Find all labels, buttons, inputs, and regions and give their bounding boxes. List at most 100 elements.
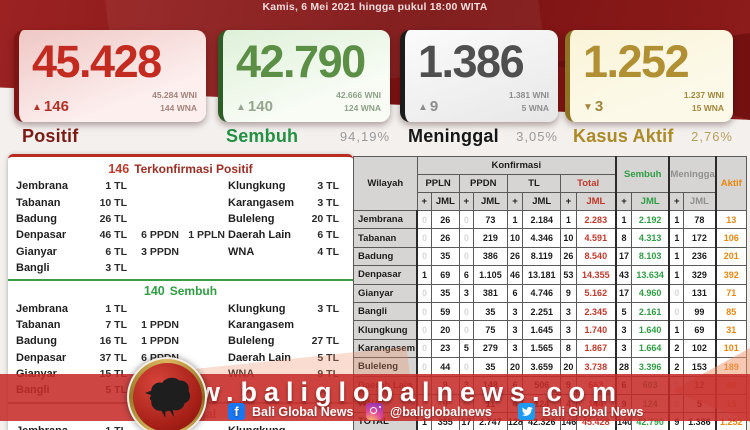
region-name: WNA <box>228 245 255 258</box>
breakdown-title: Sembuh <box>169 284 218 299</box>
col-konfirmasi: Konfirmasi <box>416 156 617 175</box>
col-sembuh: Sembuh <box>615 156 670 193</box>
table-cell: 43 <box>615 265 632 285</box>
table-row: Denpasar 1 69 6 1.105 46 13.181 53 14.355 43 13.63… <box>353 265 747 285</box>
table-cell: 1.640 <box>630 320 670 340</box>
table-cell: 53 <box>560 265 577 285</box>
table-cell: 0 <box>458 357 475 377</box>
table-cell: 23 <box>430 338 460 359</box>
up-triangle-icon: ▲ <box>236 102 246 113</box>
table-row: Tabanan 0 26 0 219 10 4.346 10 4.591 8 4.313 1 172 10… <box>353 228 747 248</box>
table-cell: 0 <box>416 246 432 267</box>
region-value: 6 TL <box>105 245 127 258</box>
table-cell: 3 <box>506 320 524 340</box>
region-value: 7 TL <box>105 318 127 331</box>
col-plus: + <box>416 192 432 211</box>
col-plus: + <box>668 192 685 211</box>
table-region-cell: Tabanan <box>353 228 419 248</box>
region-name: Jembrana <box>16 180 68 193</box>
table-cell: 2.184 <box>522 209 562 230</box>
region-name: Jembrana <box>16 425 90 430</box>
region-value: 1 TL <box>105 302 127 315</box>
table-cell: 0 <box>668 283 685 303</box>
table-cell: 2.161 <box>630 301 670 322</box>
table-cell: 4.960 <box>630 283 670 303</box>
table-cell: 26 <box>506 246 524 267</box>
meninggal-value: 1.386 <box>418 36 525 87</box>
table-row: Jembrana 0 26 0 73 1 2.184 1 2.283 1 2.192 1 78 13 <box>353 209 747 230</box>
social-row: Bali Global News @baliglobalnews Bali Gl… <box>0 403 750 425</box>
table-cell: 2 <box>668 357 685 377</box>
card-kasus-aktif: 1.252 ▼ 3 1.237 WNI 15 WNA <box>565 30 733 122</box>
table-cell: 2.251 <box>522 301 562 322</box>
table-cell: 20 <box>430 320 460 340</box>
table-cell: 8.119 <box>522 246 562 267</box>
up-triangle-icon: ▲ <box>32 102 42 113</box>
col-plus: + <box>506 192 524 211</box>
table-cell: 1 <box>668 320 685 340</box>
table-cell: 2.192 <box>630 209 670 230</box>
breakdown-title: Terkonfirmasi Positif <box>134 162 253 176</box>
facebook-label: Bali Global News <box>252 404 354 419</box>
card-sembuh: 42.790 ▲ 140 42.666 WNI 124 WNA <box>218 30 390 122</box>
table-cell: 8.540 <box>575 246 617 267</box>
region-name: Denpasar <box>16 229 67 242</box>
region-value: 10 TL <box>99 196 127 209</box>
table-cell: 392 <box>714 265 747 285</box>
aktif-value: 1.252 <box>583 36 690 87</box>
region-value: 4 TL <box>317 245 339 258</box>
table-cell: 3 <box>615 320 632 340</box>
table-cell: 9 <box>560 283 577 303</box>
table-cell: 13 <box>714 209 747 230</box>
table-cell: 14.355 <box>575 265 617 285</box>
table-row: Karangasem 0 23 5 279 3 1.565 8 1.867 3 1.664 2 102 1… <box>353 338 747 359</box>
sembuh-percent: 94,19% <box>339 128 390 144</box>
table-cell: 3 <box>506 338 524 359</box>
instagram-icon <box>366 403 383 420</box>
region-name: Karangasem <box>228 318 295 331</box>
table-cell: 6 <box>506 283 524 303</box>
table-cell: 26 <box>430 228 460 248</box>
table-cell: 153 <box>683 357 717 377</box>
breakdown-row: Gianyar 6 TL 3 PPDN <box>16 244 228 260</box>
region-name: Badung <box>16 335 57 348</box>
breakdown-row: Tabanan 7 TL 1 PPDN <box>16 317 228 333</box>
region-name: Daerah Lain <box>228 229 291 242</box>
table-cell: 219 <box>473 228 508 248</box>
table-cell: 71 <box>714 283 747 303</box>
table-cell: 1 <box>506 209 524 230</box>
sembuh-residency: 42.666 WNI 124 WNA <box>336 89 381 113</box>
table-cell: 44 <box>430 357 460 377</box>
col-ppln: PPLN <box>416 174 460 193</box>
region-name: Jembrana <box>16 302 68 315</box>
table-cell: 0 <box>416 338 432 359</box>
table-cell: 0 <box>416 320 432 340</box>
sembuh-label-row: Sembuh 94,19% <box>218 125 394 147</box>
twitter-icon <box>518 403 535 420</box>
table-cell: 35 <box>473 301 508 322</box>
region-value: 3 TL <box>317 180 339 193</box>
aktif-percent: 2,76% <box>691 128 733 144</box>
region-value: 3 TL <box>317 302 339 315</box>
table-cell: 3 <box>506 301 524 322</box>
table-cell: 85 <box>714 301 747 322</box>
table-row: Gianyar 0 35 3 381 6 4.746 9 5.162 17 4.960 0 131 71 <box>353 283 747 303</box>
table-cell: 0 <box>416 209 432 230</box>
table-cell: 386 <box>473 246 508 267</box>
table-region-cell: Bangli <box>353 301 419 322</box>
table-cell: 101 <box>714 338 747 359</box>
col-wilayah: Wilayah <box>353 156 418 211</box>
table-cell: 1.645 <box>522 320 562 340</box>
table-cell: 102 <box>683 338 717 359</box>
up-triangle-icon: ▲ <box>418 102 428 113</box>
region-name: Klungkung <box>228 425 302 430</box>
table-cell: 1.740 <box>575 320 617 340</box>
section-divider <box>8 279 353 282</box>
table-cell: 0 <box>416 283 432 303</box>
table-cell: 3 <box>615 338 632 359</box>
region-value: 1 PPDN <box>141 335 179 348</box>
region-name: Daerah Lain <box>228 351 291 364</box>
region-value: 26 TL <box>99 212 127 225</box>
